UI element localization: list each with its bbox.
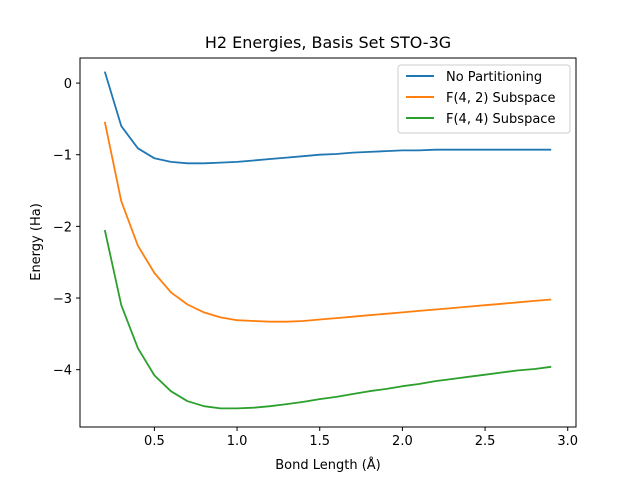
y-tick-label: −1 — [53, 149, 72, 164]
series-line-1 — [103, 71, 552, 165]
x-tick-label: 2.0 — [392, 434, 413, 449]
y-tick-label: −2 — [53, 220, 72, 235]
x-tick-label: 2.5 — [475, 434, 496, 449]
x-tick-label: 1.0 — [227, 434, 248, 449]
series-line-2 — [103, 121, 552, 323]
series-line-3 — [103, 229, 552, 410]
legend-label-3: F(4, 4) Subspace — [446, 112, 555, 127]
x-tick-label: 0.5 — [144, 434, 165, 449]
legend-label-2: F(4, 2) Subspace — [446, 91, 555, 106]
y-tick-label: 0 — [64, 77, 72, 92]
y-axis-label: Energy (Ha) — [29, 203, 44, 281]
plot-frame — [79, 57, 577, 428]
x-axis-label: Bond Length (Å) — [275, 457, 381, 473]
y-tick-label: −4 — [53, 364, 72, 379]
legend-box — [397, 64, 571, 134]
series-layer — [103, 71, 552, 410]
ticks-layer: 0.5 1.0 1.5 2.0 2.5 3.0 0 −1 −2 −3 −4 — [53, 77, 578, 449]
x-tick-label: 1.5 — [309, 434, 330, 449]
x-tick-label: 3.0 — [557, 434, 578, 449]
chart-title: H2 Energies, Basis Set STO-3G — [205, 33, 451, 52]
y-tick-label: −3 — [53, 292, 72, 307]
legend-label-1: No Partitioning — [446, 70, 542, 85]
legend: No Partitioning F(4, 2) Subspace F(4, 4) S… — [397, 64, 571, 134]
